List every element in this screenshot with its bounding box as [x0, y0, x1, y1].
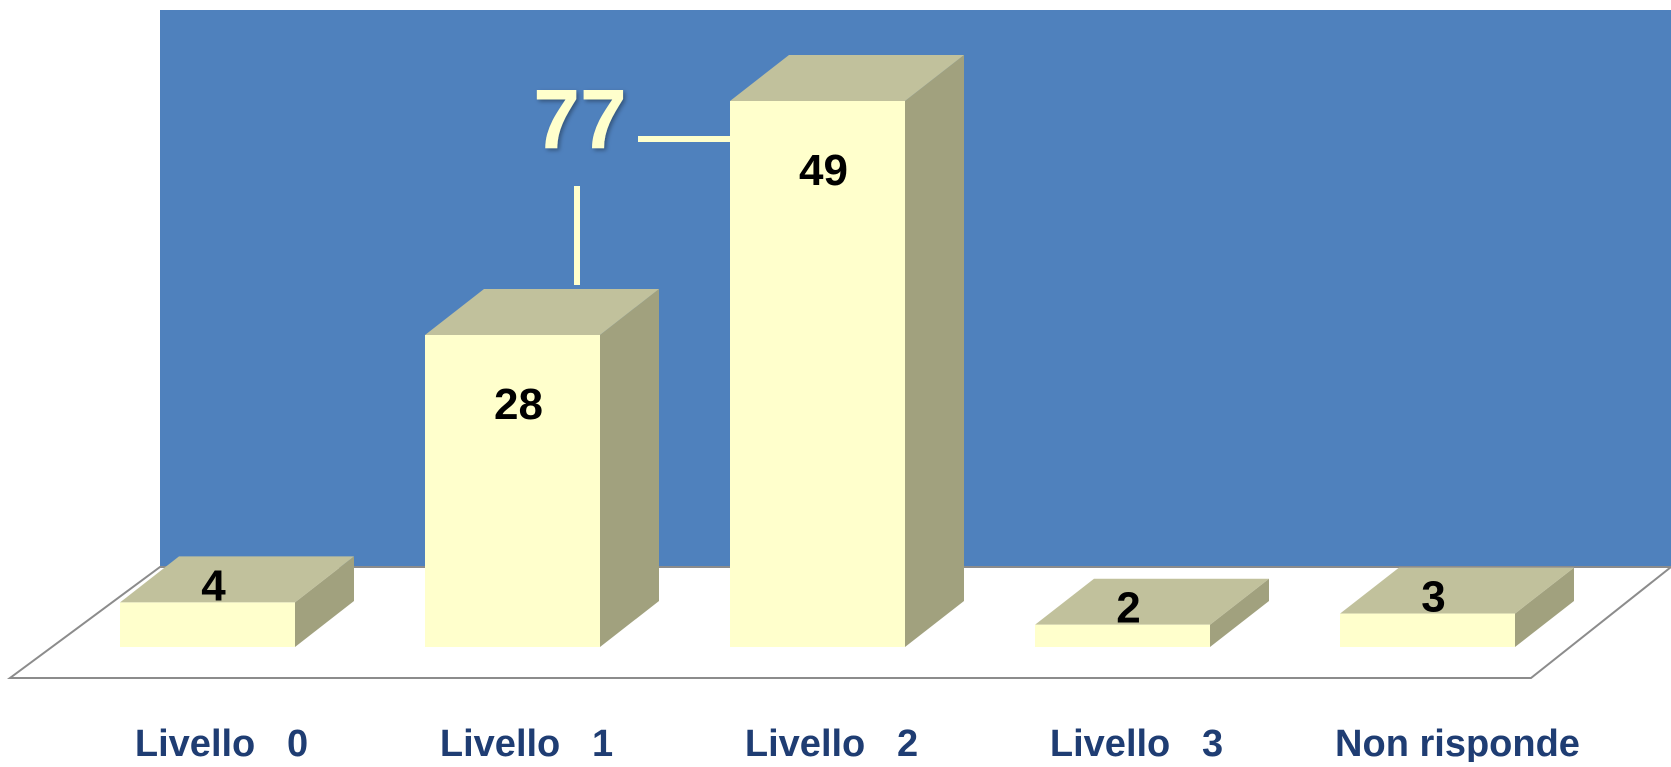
data-label: 2 [1116, 584, 1140, 633]
bar-side [600, 289, 659, 647]
data-label: 4 [201, 561, 226, 610]
bar-front [425, 335, 600, 647]
category-label: Livello 2 [745, 723, 918, 762]
data-label: 28 [494, 380, 543, 429]
category-label: Livello 3 [1050, 723, 1223, 762]
data-label: 3 [1421, 573, 1445, 622]
total-annotation: 77 [533, 72, 730, 285]
bar-side [1210, 578, 1269, 647]
bar [1035, 578, 1269, 647]
bar-top [120, 556, 354, 603]
bar-front [1340, 613, 1515, 647]
data-label: 49 [799, 146, 848, 195]
bar [1340, 567, 1574, 647]
bar [730, 55, 964, 647]
category-label: Non risponde [1335, 723, 1580, 762]
category-label: Livello 1 [440, 723, 613, 762]
bar-top [1035, 578, 1269, 625]
bars-layer [120, 55, 1574, 647]
bar-top [730, 55, 964, 101]
category-label: Livello 0 [135, 723, 308, 762]
total-label: 77 [533, 72, 626, 166]
bar-side [295, 556, 354, 647]
bar-side [1515, 567, 1574, 647]
bar-top [425, 289, 659, 335]
bar-top [1340, 567, 1574, 614]
bar [425, 289, 659, 647]
bar-front [120, 602, 295, 647]
bar-front [730, 101, 905, 647]
bar [120, 556, 354, 647]
bar-side [905, 55, 964, 647]
bar-front [1035, 624, 1210, 647]
labels-layer: 4 Livello 0 28 Livello 1 49 Livello 2 2 Livello… [135, 146, 1580, 765]
